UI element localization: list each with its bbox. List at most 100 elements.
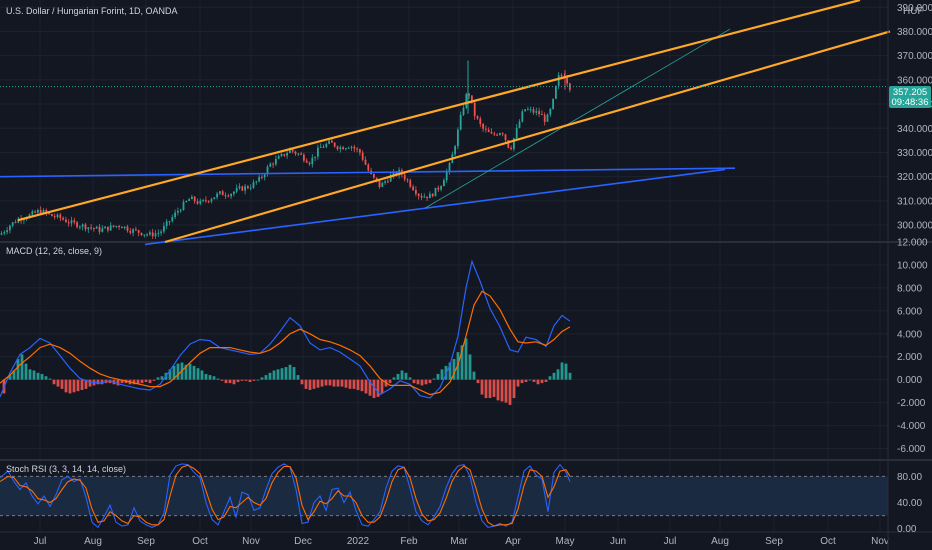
- candle-body[interactable]: [65, 219, 67, 223]
- candle-body[interactable]: [104, 226, 106, 229]
- candle-body[interactable]: [95, 226, 98, 229]
- candle-body[interactable]: [440, 186, 442, 190]
- candle-body[interactable]: [123, 226, 126, 229]
- candle-body[interactable]: [527, 109, 529, 111]
- candle-body[interactable]: [294, 151, 297, 154]
- candle-body[interactable]: [541, 114, 543, 116]
- candle-body[interactable]: [160, 231, 162, 233]
- candle-body[interactable]: [524, 109, 526, 112]
- candle-body[interactable]: [221, 191, 224, 196]
- candle-body[interactable]: [67, 222, 70, 224]
- candle-body[interactable]: [448, 163, 451, 172]
- candle-body[interactable]: [157, 232, 160, 234]
- candle-body[interactable]: [339, 147, 342, 149]
- candle-body[interactable]: [496, 134, 498, 136]
- candle-body[interactable]: [325, 143, 328, 148]
- candle-body[interactable]: [535, 111, 538, 113]
- candle-body[interactable]: [412, 186, 414, 191]
- candle-body[interactable]: [241, 186, 244, 191]
- candle-body[interactable]: [375, 177, 378, 181]
- candle-body[interactable]: [490, 132, 493, 134]
- candle-body[interactable]: [9, 225, 11, 231]
- candle-body[interactable]: [389, 175, 392, 182]
- candle-body[interactable]: [34, 211, 36, 213]
- candle-body[interactable]: [266, 166, 269, 175]
- candle-body[interactable]: [457, 129, 459, 147]
- macd-signal-line[interactable]: [0, 290, 571, 396]
- candle-body[interactable]: [230, 193, 232, 197]
- candle-body[interactable]: [62, 217, 64, 220]
- candle-body[interactable]: [14, 222, 17, 224]
- macd-line[interactable]: [0, 259, 571, 399]
- candle-body[interactable]: [476, 116, 479, 119]
- candle-body[interactable]: [109, 225, 112, 231]
- candle-body[interactable]: [409, 180, 412, 187]
- candle-body[interactable]: [275, 158, 277, 165]
- candle-body[interactable]: [191, 196, 193, 200]
- candle-body[interactable]: [501, 133, 504, 135]
- candle-body[interactable]: [546, 114, 549, 122]
- candle-body[interactable]: [121, 226, 123, 229]
- candle-body[interactable]: [235, 188, 238, 192]
- candle-body[interactable]: [219, 191, 221, 194]
- candle-body[interactable]: [149, 232, 151, 235]
- candle-body[interactable]: [350, 146, 353, 148]
- candle-body[interactable]: [132, 229, 134, 233]
- candle-body[interactable]: [6, 230, 8, 233]
- candle-body[interactable]: [333, 142, 336, 147]
- candle-body[interactable]: [216, 193, 218, 198]
- candle-body[interactable]: [76, 222, 78, 228]
- candle-body[interactable]: [429, 193, 431, 199]
- candle-body[interactable]: [151, 232, 154, 237]
- candle-body[interactable]: [462, 107, 465, 115]
- candle-body[interactable]: [364, 159, 367, 165]
- candle-body[interactable]: [129, 230, 132, 233]
- candle-body[interactable]: [154, 233, 157, 237]
- candle-body[interactable]: [378, 180, 381, 187]
- channel-lower-line[interactable]: [164, 30, 891, 244]
- candle-body[interactable]: [387, 181, 389, 183]
- candle-body[interactable]: [353, 146, 356, 149]
- last-price-badge[interactable]: 357.205 09:48:36: [889, 86, 931, 108]
- candle-body[interactable]: [263, 174, 266, 178]
- candle-body[interactable]: [403, 174, 406, 180]
- candle-body[interactable]: [485, 128, 487, 130]
- candle-body[interactable]: [118, 226, 120, 228]
- candle-body[interactable]: [560, 75, 563, 77]
- candle-body[interactable]: [269, 163, 272, 167]
- price-pane[interactable]: [0, 0, 891, 246]
- candle-body[interactable]: [179, 210, 182, 212]
- candle-body[interactable]: [79, 226, 81, 228]
- candle-body[interactable]: [261, 177, 263, 179]
- candle-body[interactable]: [53, 216, 56, 218]
- candle-body[interactable]: [137, 230, 140, 233]
- candle-body[interactable]: [210, 199, 213, 202]
- candle-body[interactable]: [529, 109, 532, 111]
- candle-body[interactable]: [347, 147, 350, 149]
- candle-body[interactable]: [107, 226, 109, 231]
- candle-body[interactable]: [322, 146, 325, 148]
- candle-body[interactable]: [0, 233, 3, 235]
- candle-body[interactable]: [454, 146, 456, 155]
- candle-body[interactable]: [465, 93, 468, 108]
- candle-body[interactable]: [188, 199, 190, 201]
- candle-body[interactable]: [174, 212, 176, 218]
- pane-separator[interactable]: [0, 459, 932, 461]
- rising-trend-line[interactable]: [144, 168, 726, 246]
- candle-body[interactable]: [300, 153, 302, 155]
- candle-body[interactable]: [247, 186, 249, 189]
- candle-body[interactable]: [314, 156, 316, 158]
- candle-body[interactable]: [336, 146, 339, 149]
- candle-body[interactable]: [557, 75, 560, 86]
- candle-body[interactable]: [233, 191, 235, 194]
- candle-body[interactable]: [518, 121, 521, 128]
- candle-body[interactable]: [249, 187, 252, 189]
- candle-body[interactable]: [538, 111, 540, 115]
- candle-body[interactable]: [289, 149, 291, 154]
- candle-body[interactable]: [73, 220, 76, 223]
- candle-body[interactable]: [3, 232, 6, 234]
- candle-body[interactable]: [205, 199, 207, 201]
- candle-body[interactable]: [417, 193, 420, 196]
- candle-body[interactable]: [87, 227, 90, 230]
- candle-body[interactable]: [45, 210, 48, 213]
